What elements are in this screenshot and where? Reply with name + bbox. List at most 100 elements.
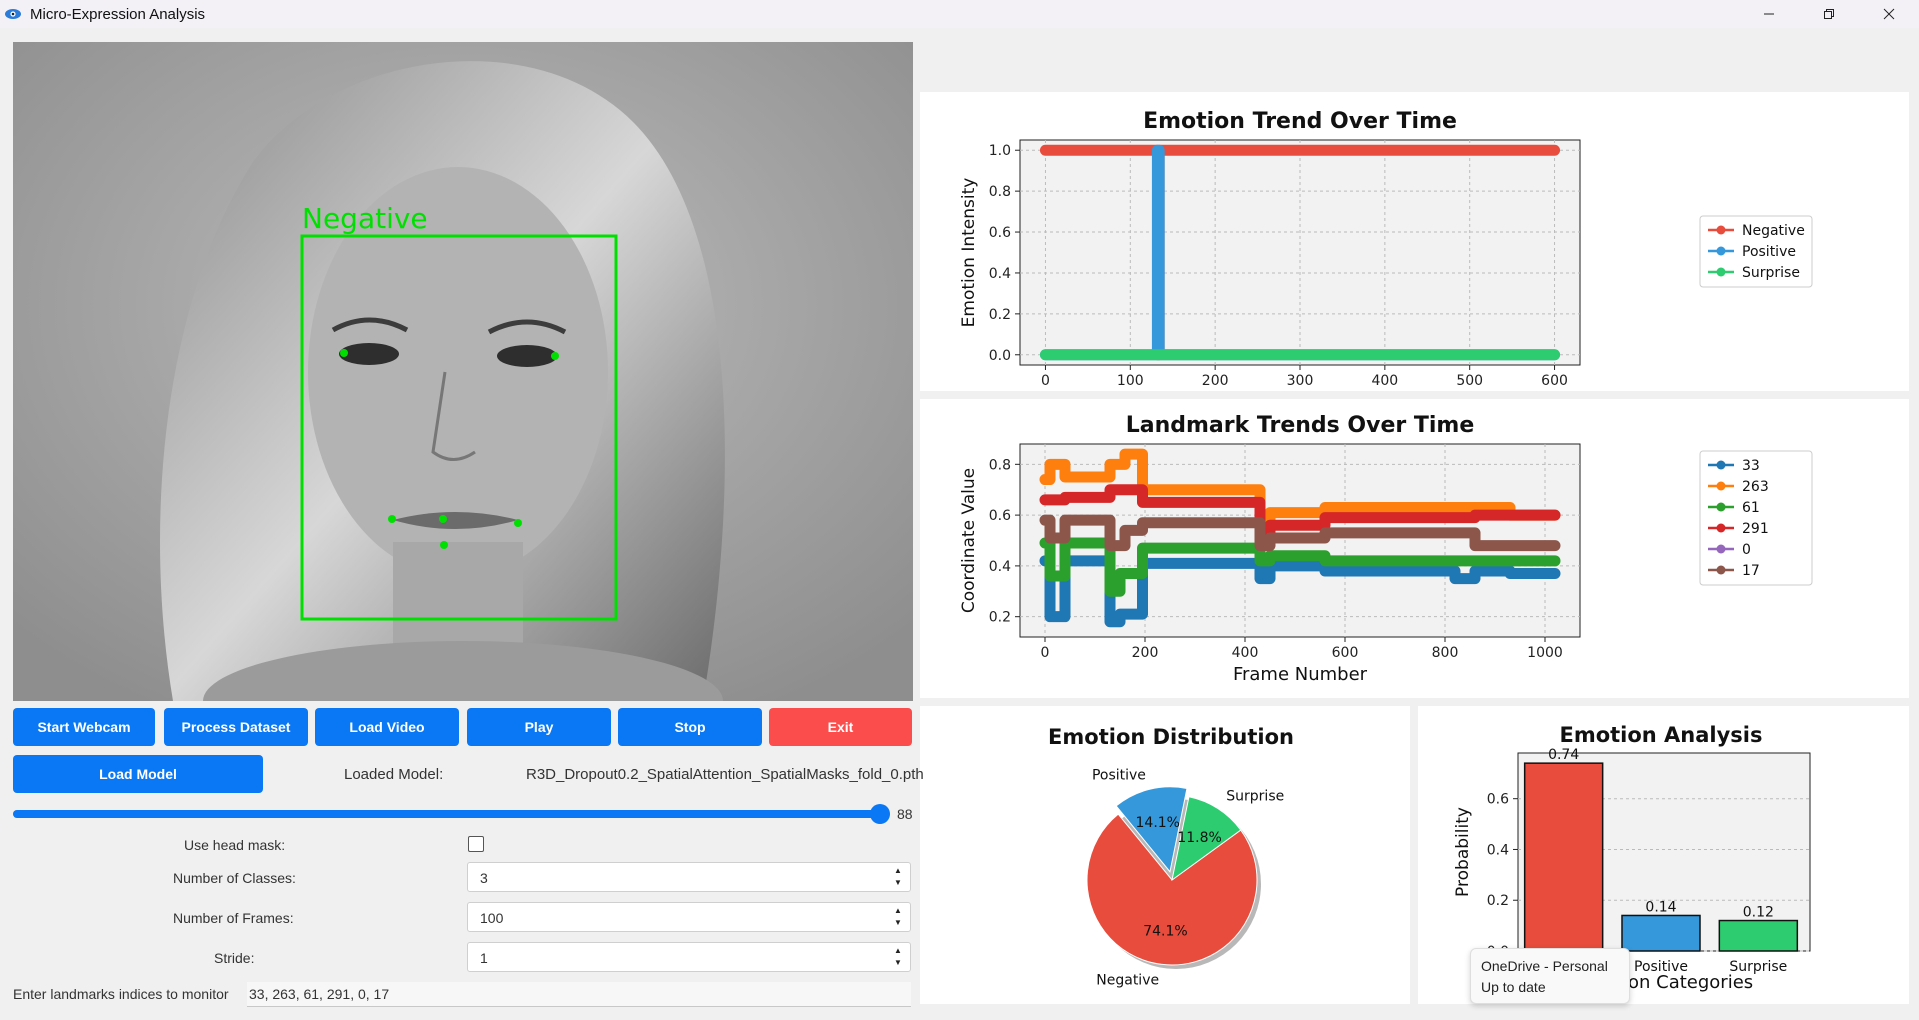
frames-spinbox[interactable]: 100 ▲ ▼: [467, 902, 911, 932]
legend-box: [1699, 450, 1813, 586]
stride-label: Stride:: [214, 950, 255, 966]
spin-up-icon[interactable]: ▲: [894, 946, 902, 955]
legend-label: 17: [1742, 563, 1760, 579]
y-tick-label: 0.6: [989, 225, 1011, 241]
slider-track: [13, 810, 889, 818]
legend-label: 33: [1742, 458, 1760, 474]
tooltip-line-1: OneDrive - Personal: [1481, 958, 1608, 974]
y-tick-label: 0.6: [1487, 792, 1509, 808]
x-tick-label: 400: [1371, 373, 1398, 389]
chart-title: Landmark Trends Over Time: [1126, 413, 1475, 438]
spin-down-icon[interactable]: ▼: [894, 878, 902, 887]
pie-category-label: Surprise: [1226, 789, 1284, 805]
load-model-button[interactable]: Load Model: [13, 755, 263, 793]
spin-up-icon[interactable]: ▲: [894, 906, 902, 915]
pie-slice-negative: [1086, 813, 1258, 966]
y-tick-label: 0.8: [989, 457, 1011, 473]
face-bounding-box: [300, 234, 618, 621]
emotion-trend-chart: Emotion Trend Over Time 0 100 200 300 400 500 6…: [959, 109, 1813, 389]
x-tick-label: 100: [1117, 373, 1144, 389]
spin-down-icon[interactable]: ▼: [894, 958, 902, 967]
x-tick-label: 800: [1432, 645, 1459, 661]
emotion-distribution-chart: Emotion Distribution 74.1% Negative 14.1% Po…: [1048, 725, 1294, 988]
face: [308, 167, 608, 577]
minimize-icon[interactable]: [1746, 0, 1792, 28]
start-webcam-button[interactable]: Start Webcam: [13, 708, 155, 746]
x-tick-label: Surprise: [1729, 959, 1787, 975]
restore-icon[interactable]: [1806, 0, 1852, 28]
face-frame: Negative: [13, 42, 913, 701]
legend-marker: [1716, 565, 1726, 575]
head-mask-checkbox[interactable]: [468, 836, 484, 852]
y-tick-label: 0.6: [989, 508, 1011, 524]
chart-title: Emotion Analysis: [1559, 723, 1762, 747]
spin-down-icon[interactable]: ▼: [894, 918, 902, 927]
y-tick-label: 0.2: [1487, 893, 1509, 909]
chart-title: Emotion Trend Over Time: [1143, 109, 1457, 134]
window-title: Micro-Expression Analysis: [30, 5, 206, 23]
legend-marker: [1716, 544, 1726, 554]
slider-value: 88: [897, 806, 913, 822]
spin-up-icon[interactable]: ▲: [894, 866, 902, 875]
x-tick-label: 300: [1287, 373, 1314, 389]
landmark-points: [340, 349, 559, 549]
load-video-button[interactable]: Load Video: [315, 708, 459, 746]
legend-box: [1699, 215, 1813, 288]
x-tick-label: 600: [1541, 373, 1568, 389]
classes-value: 3: [480, 870, 488, 886]
face-label: Negative: [302, 202, 428, 235]
classes-spinbox[interactable]: 3 ▲ ▼: [467, 862, 911, 892]
landmark-trends-panel: Landmark Trends Over Time 0 200 400 600 800 10…: [920, 399, 1909, 698]
x-tick-label: 0: [1041, 373, 1050, 389]
y-tick-label: 0.4: [1487, 842, 1509, 858]
legend-label: 61: [1742, 500, 1760, 516]
legend-label: Negative: [1742, 223, 1805, 239]
chart-title: Emotion Distribution: [1048, 725, 1294, 749]
legend-marker: [1716, 523, 1726, 533]
pie-slice-surprise: [1171, 796, 1242, 882]
legend-marker: [1716, 267, 1726, 277]
legend-marker: [1716, 225, 1726, 235]
pie-category-label: Positive: [1092, 767, 1146, 783]
y-tick-label: 0.2: [989, 610, 1011, 626]
legend-label: 263: [1742, 479, 1769, 495]
bar-value-label: 0.12: [1743, 905, 1774, 921]
series-line-61: [1039, 537, 1561, 597]
loaded-model-label: Loaded Model:: [344, 766, 444, 783]
x-tick-label: Positive: [1634, 959, 1688, 975]
y-axis-label: Probability: [1453, 807, 1473, 897]
frames-label: Number of Frames:: [173, 910, 294, 926]
stride-spinbox[interactable]: 1 ▲ ▼: [467, 942, 911, 972]
pie-value-label: 11.8%: [1177, 830, 1221, 846]
legend-marker: [1716, 246, 1726, 256]
pie-value-label: 74.1%: [1143, 924, 1187, 940]
stop-button[interactable]: Stop: [618, 708, 762, 746]
x-tick-label: 1000: [1527, 645, 1563, 661]
frames-value: 100: [480, 910, 504, 926]
y-axis-label: Emotion Intensity: [959, 178, 979, 328]
slider-handle[interactable]: [870, 804, 891, 824]
slider-fill: [13, 810, 881, 818]
series-line-17: [1039, 514, 1561, 552]
process-dataset-button[interactable]: Process Dataset: [164, 708, 308, 746]
onedrive-tooltip: OneDrive - Personal Up to date: [1470, 948, 1630, 1004]
pie-value-label: 14.1%: [1136, 815, 1180, 831]
emotion-analysis-chart: Emotion Analysis0.00.20.40.6Probability0…: [1453, 723, 1811, 993]
legend-marker: [1716, 502, 1726, 512]
y-tick-label: 0.0: [989, 348, 1011, 364]
video-preview: Negative: [13, 42, 913, 701]
plot-area: [1019, 139, 1581, 366]
x-tick-label: 600: [1332, 645, 1359, 661]
x-tick-label: 0: [1041, 645, 1050, 661]
classes-label: Number of Classes:: [173, 870, 296, 886]
play-button[interactable]: Play: [467, 708, 611, 746]
x-axis-label: on Categories: [1628, 972, 1753, 993]
legend-label: 0: [1742, 542, 1751, 558]
y-tick-label: 0.8: [989, 184, 1011, 200]
frame-slider[interactable]: [13, 804, 891, 824]
exit-button[interactable]: Exit: [769, 708, 912, 746]
close-icon[interactable]: [1866, 0, 1912, 28]
landmarks-input[interactable]: 33, 263, 61, 291, 0, 17: [247, 982, 911, 1007]
x-tick-label: 400: [1232, 645, 1259, 661]
x-axis-label: Frame Number: [1233, 664, 1368, 685]
